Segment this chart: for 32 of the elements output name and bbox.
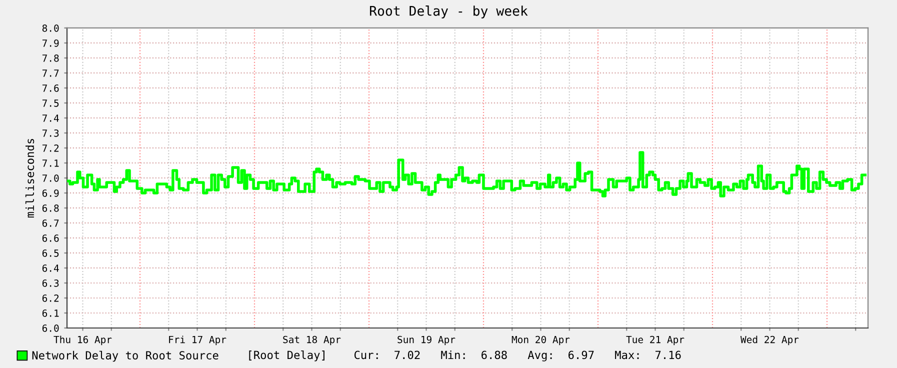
y-tick-label: 7.9 [42,39,59,47]
y-tick-label: 7.3 [42,129,59,137]
x-tick-label: Tue 21 Apr [626,336,684,346]
y-tick-label: 6.0 [42,324,59,332]
y-tick-label: 7.8 [42,54,59,62]
y-tick-label: 7.0 [42,174,59,182]
x-tick-label: Sat 18 Apr [283,336,341,346]
y-tick-label: 7.1 [42,160,59,167]
text: [Root Delay] Cur: 7.02 Min: 6.88 Avg: 6.97 Max: 7.16 [249,350,681,362]
y-tick-label: 6.8 [42,204,59,212]
y-tick-label: 7.7 [42,70,59,77]
y-tick-label: 6.6 [42,234,59,242]
y-tick-label: 7.6 [42,84,59,92]
chart-title: Root Delay - by week [370,6,528,18]
y-tick-label: 7.2 [42,144,59,152]
y-tick-label: 6.7 [42,219,59,227]
x-tick-label: Sun 19 Apr [398,336,456,346]
y-tick-label: 6.9 [42,189,59,197]
y-tick-label: 6.4 [42,264,59,272]
y-tick-label: 6.1 [42,310,59,317]
legend-label: Network Delay to Root Source [32,350,218,362]
y-tick-label: 7.5 [42,100,59,107]
y-tick-label: 6.2 [42,294,59,302]
y-tick-label: 6.3 [42,280,59,287]
y-tick-label: 8.0 [42,24,59,32]
x-tick-label: Mon 20 Apr [512,336,570,346]
y-axis-title: milliseconds [25,138,34,218]
y-tick-label: 7.4 [42,114,59,122]
x-tick-label: Fri 17 Apr [169,336,226,346]
y-tick-label: 6.5 [42,249,59,257]
x-tick-label: Thu 16 Apr [54,336,112,346]
x-tick-label: Wed 22 Apr [740,336,799,346]
